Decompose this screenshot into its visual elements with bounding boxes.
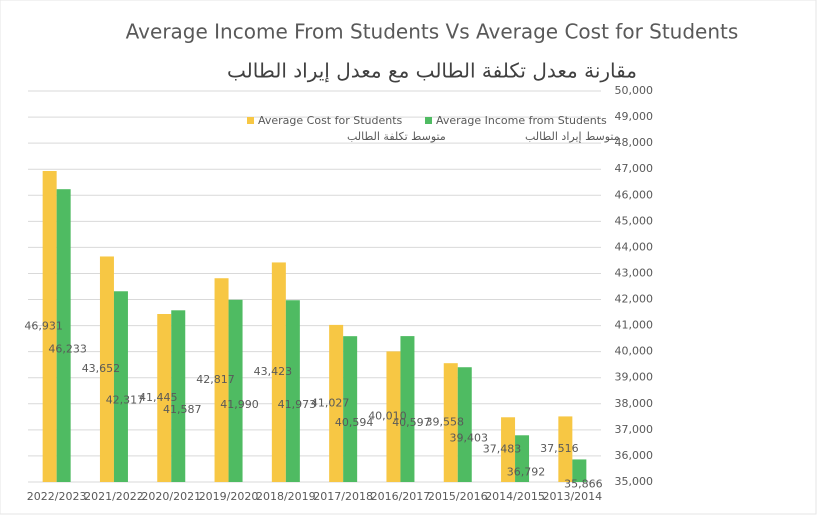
- bar: [214, 278, 229, 482]
- y-tick-label: 36,000: [615, 449, 654, 462]
- y-tick-label: 42,000: [615, 293, 654, 306]
- bar: [457, 367, 472, 482]
- bar: [113, 291, 128, 482]
- x-tick-label: 2013/2014: [542, 490, 602, 503]
- y-tick-label: 40,000: [615, 345, 654, 358]
- data-label: 41,027: [311, 396, 350, 409]
- y-tick-label: 47,000: [615, 162, 654, 175]
- bar: [228, 299, 243, 482]
- y-tick-label: 35,000: [615, 475, 654, 488]
- data-label: 43,423: [254, 365, 293, 378]
- data-label: 41,990: [220, 398, 259, 411]
- x-tick-label: 2014/2015: [485, 490, 545, 503]
- data-label: 36,792: [507, 466, 546, 479]
- bar: [343, 336, 358, 482]
- data-label: 43,652: [82, 362, 121, 375]
- y-tick-label: 45,000: [615, 214, 654, 227]
- bar: [271, 262, 286, 482]
- bar: [99, 256, 114, 482]
- bar: [329, 324, 344, 482]
- y-tick-label: 43,000: [615, 266, 654, 279]
- data-label: 37,516: [540, 442, 579, 455]
- legend-swatch: [425, 117, 432, 124]
- data-label: 39,558: [426, 416, 465, 429]
- data-label: 37,483: [483, 443, 522, 456]
- data-label: 42,817: [196, 373, 235, 386]
- data-label: 41,587: [163, 403, 202, 416]
- y-tick-label: 37,000: [615, 423, 654, 436]
- bar: [157, 314, 172, 482]
- legend-label: Average Cost for Students: [258, 114, 403, 127]
- legend-label: Average Income from Students: [436, 114, 607, 127]
- data-label: 40,594: [335, 416, 374, 429]
- data-label: 42,317: [106, 394, 145, 407]
- bar: [515, 435, 530, 482]
- bar: [501, 417, 516, 482]
- bar: [171, 310, 186, 482]
- x-tick-label: 2020/2021: [141, 490, 201, 503]
- y-tick-label: 48,000: [615, 136, 654, 149]
- y-tick-label: 46,000: [615, 188, 654, 201]
- x-tick-label: 2015/2016: [428, 490, 488, 503]
- x-tick-label: 2016/2017: [371, 490, 431, 503]
- y-tick-label: 49,000: [615, 110, 654, 123]
- x-tick-label: 2019/2020: [199, 490, 259, 503]
- chart-title: Average Income From Students Vs Average …: [126, 20, 739, 44]
- x-tick-label: 2017/2018: [313, 490, 373, 503]
- data-label: 41,445: [139, 391, 178, 404]
- data-label: 46,931: [24, 319, 63, 332]
- y-tick-label: 38,000: [615, 397, 654, 410]
- legend-label-ar: متوسط إيراد الطالب: [525, 130, 620, 143]
- bar: [56, 189, 71, 483]
- bar: [42, 170, 57, 482]
- data-label: 41,973: [278, 398, 317, 411]
- data-label: 40,010: [368, 410, 407, 423]
- legend-label-ar: متوسط تكلفة الطالب: [347, 130, 446, 143]
- data-label: 35,866: [564, 478, 603, 491]
- data-label: 40,597: [392, 416, 431, 429]
- x-tick-label: 2022/2023: [27, 490, 87, 503]
- bar: [386, 351, 401, 482]
- bar: [558, 416, 573, 482]
- bar: [285, 300, 300, 482]
- y-tick-label: 44,000: [615, 240, 654, 253]
- data-label: 46,233: [48, 343, 87, 356]
- y-tick-label: 39,000: [615, 371, 654, 384]
- bar: [572, 459, 587, 482]
- data-label: 39,403: [450, 432, 489, 445]
- bar: [400, 336, 415, 482]
- x-tick-label: 2021/2022: [84, 490, 144, 503]
- bar: [443, 363, 458, 482]
- y-tick-label: 41,000: [615, 319, 654, 332]
- y-tick-label: 50,000: [615, 84, 654, 97]
- legend-swatch: [247, 117, 254, 124]
- x-tick-label: 2018/2019: [256, 490, 316, 503]
- chart-subtitle: مقارنة معدل تكلفة الطالب مع معدل إيراد ا…: [227, 59, 637, 84]
